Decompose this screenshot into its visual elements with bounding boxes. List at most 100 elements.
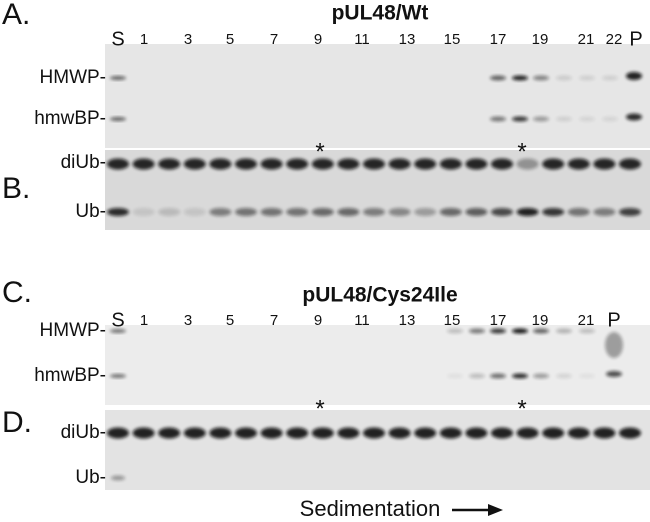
lane-label: P [607, 309, 620, 331]
blot-band [619, 158, 641, 170]
lane-label: 17 [490, 312, 507, 329]
lane-label: 21 [578, 31, 595, 48]
blot-band [556, 116, 572, 122]
lane-label: 1 [140, 31, 148, 48]
blot-band [132, 208, 155, 216]
lane-label: 11 [354, 31, 370, 48]
blot-band [260, 427, 283, 439]
lane-label: 3 [184, 31, 192, 48]
band-label: diUb- [61, 422, 106, 443]
blot-band [491, 427, 513, 439]
blot-band [363, 158, 385, 170]
blot-band [626, 72, 642, 80]
blot-band [490, 75, 506, 81]
lane-label: 9 [314, 312, 322, 329]
blot-band [414, 427, 437, 439]
blot-band [626, 113, 642, 121]
blot-band [132, 158, 155, 170]
lane-label: 17 [490, 31, 507, 48]
blot-band [491, 158, 513, 170]
blot-band [209, 158, 232, 170]
panel-letter: D. [2, 406, 32, 439]
lane-label: 5 [226, 312, 234, 329]
blot-band [516, 427, 539, 439]
blot-band [606, 371, 622, 377]
blot-band [512, 328, 528, 334]
blot-band [158, 158, 181, 170]
blot-band [158, 208, 181, 216]
blot-band [490, 328, 506, 334]
blot-band [605, 332, 623, 358]
blot-band [209, 208, 232, 216]
band-label: HMWP- [40, 320, 106, 341]
blot-band [183, 427, 206, 439]
blot-band [110, 117, 126, 121]
lane-label: S [111, 28, 124, 50]
lane-label: 1 [140, 312, 148, 329]
asterisk: * [315, 395, 324, 422]
blot-band [619, 427, 641, 439]
blot-band [469, 373, 485, 379]
blot-band [602, 116, 618, 122]
asterisk: * [517, 138, 526, 165]
blot-band [311, 158, 334, 170]
blot-band [439, 208, 462, 216]
blot-band [579, 116, 595, 122]
panel-title: pUL48/Cys24Ile [302, 284, 457, 307]
blot-band [533, 75, 549, 81]
blot-band [516, 208, 539, 216]
blot-band [556, 373, 572, 379]
asterisk: * [517, 395, 526, 422]
blot-band [491, 208, 513, 216]
blot-band [512, 373, 528, 379]
blot-band [469, 328, 485, 334]
lane-label: 11 [354, 312, 370, 329]
panel-letter: C. [2, 276, 32, 309]
blot-band [556, 75, 572, 81]
bands [107, 72, 642, 481]
lane-label: 19 [532, 31, 549, 48]
band-label: HMWP- [40, 67, 106, 88]
blot-band [542, 158, 565, 170]
panel-letter: B. [2, 172, 30, 205]
blot-band [209, 427, 232, 439]
blot-band [286, 427, 309, 439]
blot-band [107, 427, 129, 439]
blot-band [579, 328, 595, 334]
blot-band [363, 208, 385, 216]
blot-band [110, 76, 126, 80]
blot-band [533, 373, 549, 379]
blot-band [311, 208, 334, 216]
lane-label: 22 [606, 31, 623, 48]
band-label: hmwBP- [34, 108, 106, 129]
blot-band [490, 116, 506, 122]
blot-band [567, 158, 590, 170]
lane-label: 5 [226, 31, 234, 48]
blot-band [260, 208, 283, 216]
blot-band [593, 208, 616, 216]
blot-c [105, 325, 650, 405]
footer-label: Sedimentation [300, 496, 441, 521]
asterisk: * [315, 138, 324, 165]
lane-label: 21 [578, 312, 595, 329]
blot-band [579, 75, 595, 81]
blot-band [337, 158, 360, 170]
blot-band [158, 427, 181, 439]
blot-band [579, 373, 595, 379]
blot-band [465, 427, 488, 439]
blot-band [363, 427, 385, 439]
blot-band [439, 427, 462, 439]
blot-band [512, 116, 528, 122]
blot-band [110, 374, 126, 378]
blot-band [414, 158, 437, 170]
blot-band [337, 208, 360, 216]
blot-band [516, 158, 539, 170]
blot-band [465, 208, 488, 216]
lane-label: P [629, 28, 642, 50]
blot-band [235, 427, 257, 439]
blot-d [105, 410, 650, 490]
lane-label: 3 [184, 312, 192, 329]
blot-band [388, 208, 411, 216]
blot-band [512, 75, 528, 81]
